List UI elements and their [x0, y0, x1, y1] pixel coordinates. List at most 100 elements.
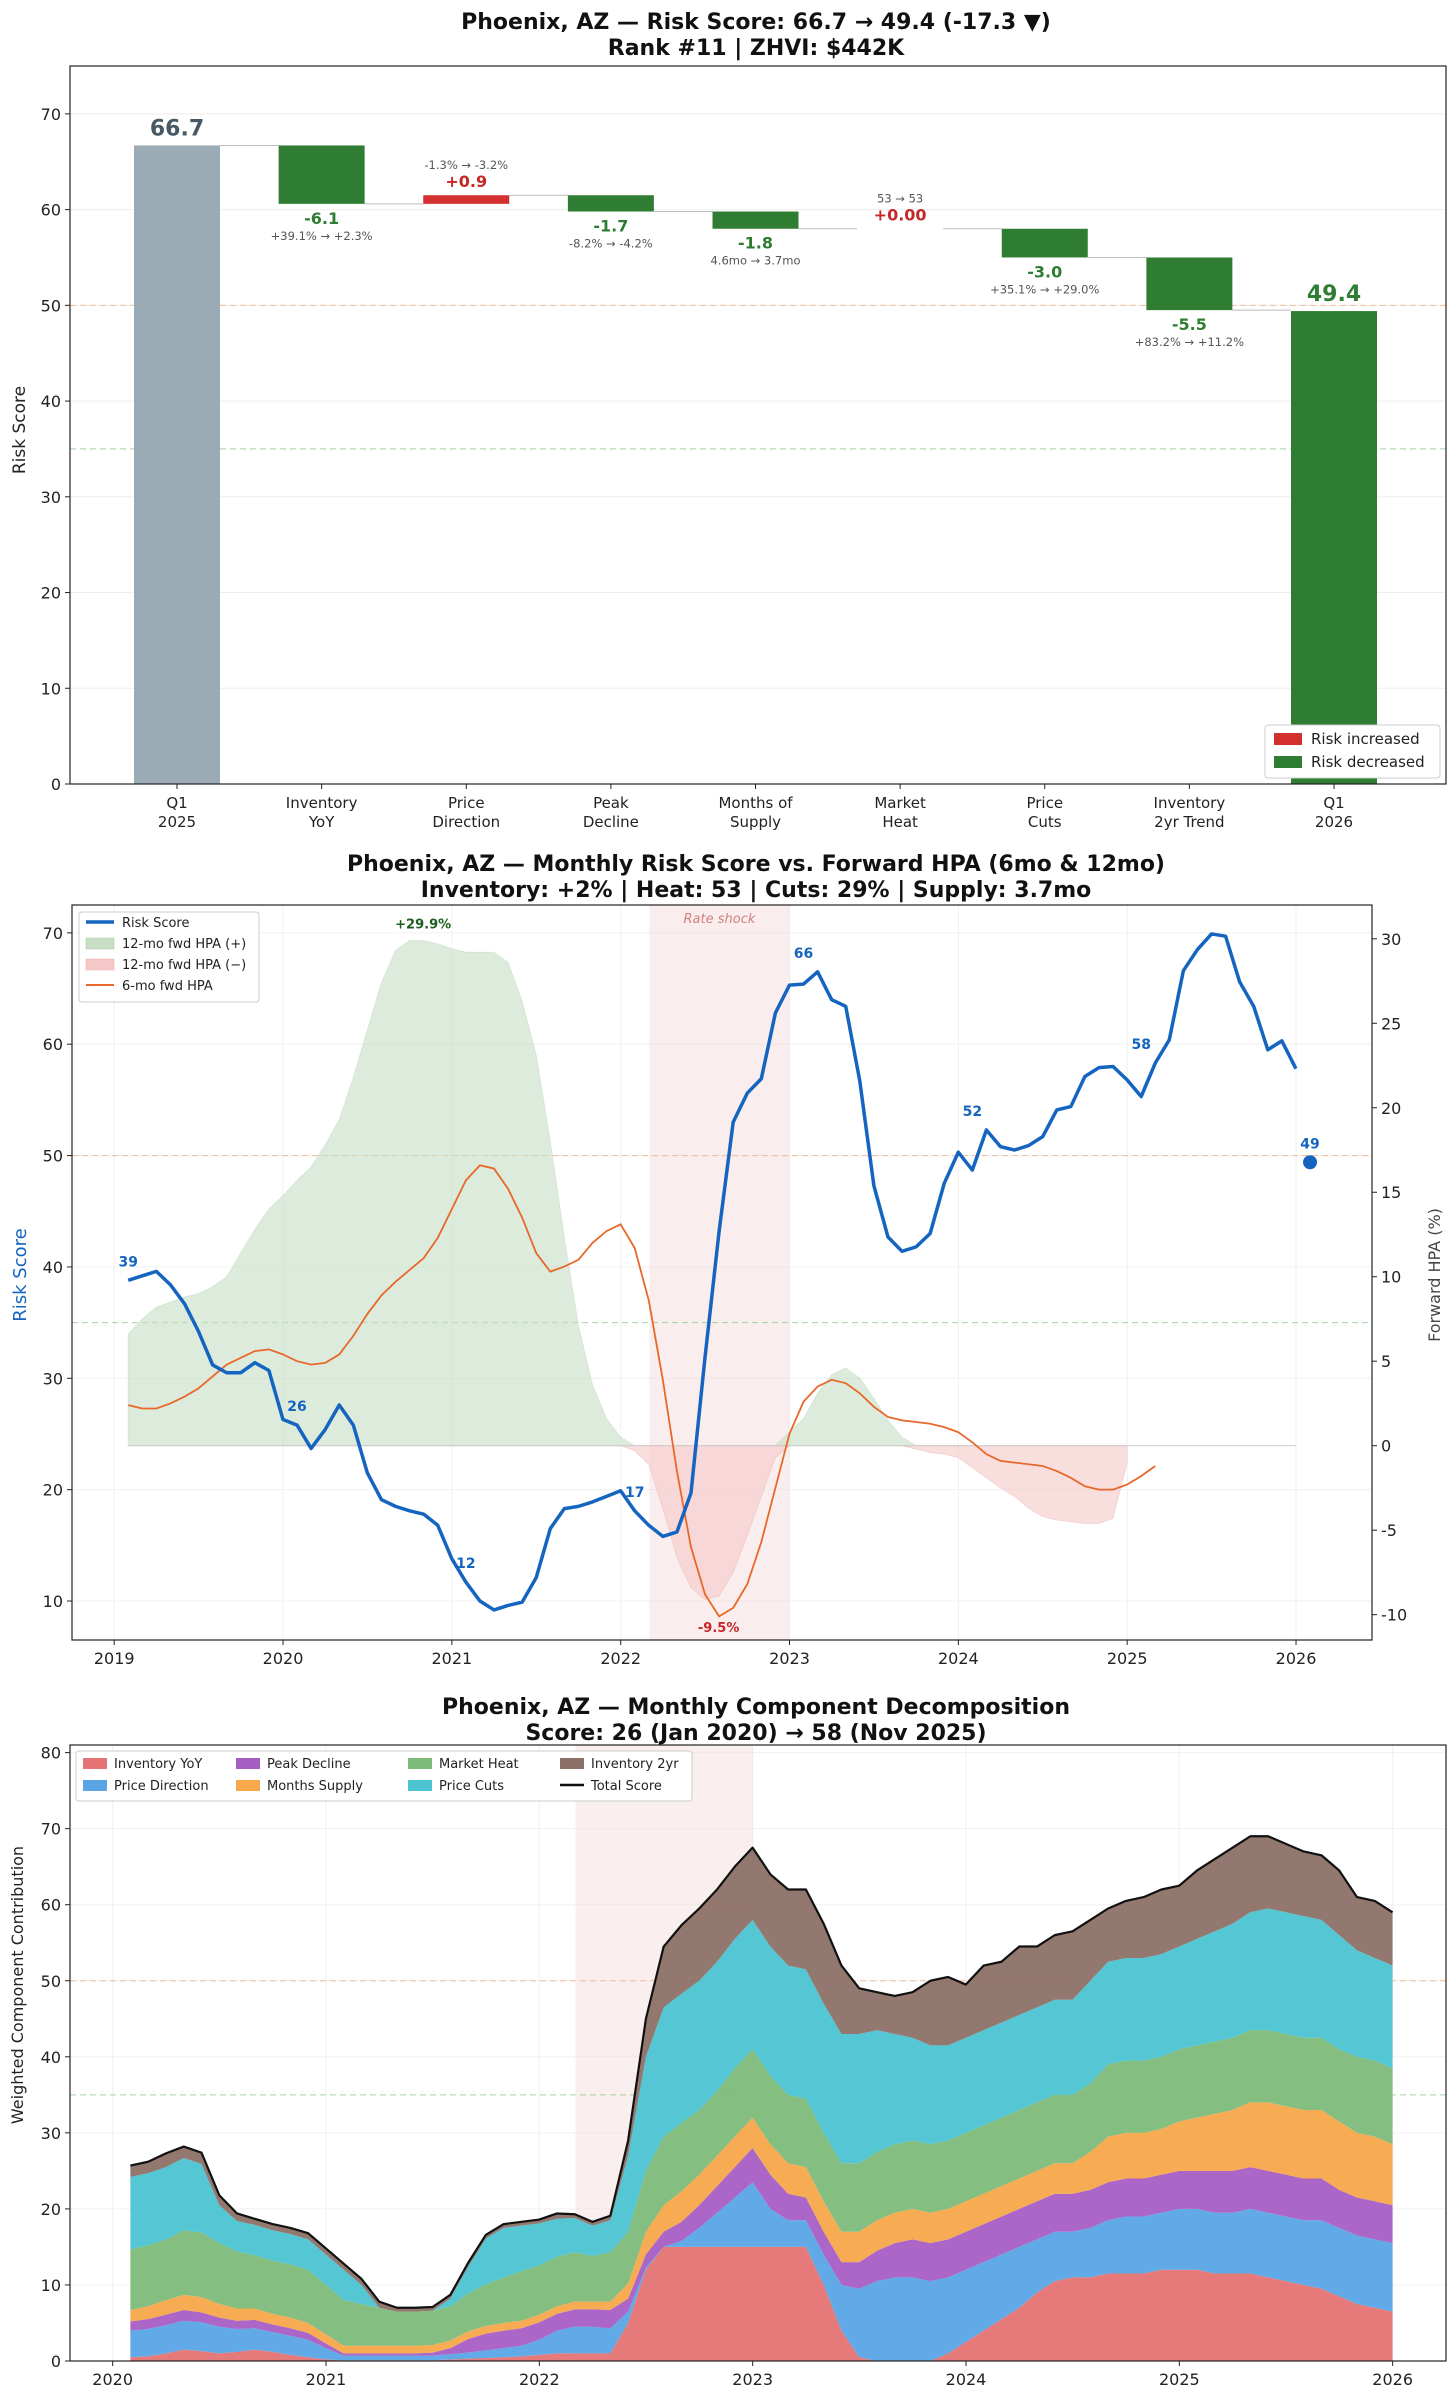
waterfall-value-label: -5.5 [1172, 315, 1207, 334]
waterfall-value-label: -1.8 [738, 234, 773, 253]
component-ylabel: Weighted Component Contribution [8, 1846, 27, 2124]
waterfall-bars: 66.7 -6.1+39.1% → +2.3% +0.9-1.3% → -3.2% -… [134, 116, 1377, 784]
waterfall-xtick-label: 2026 [1315, 813, 1353, 831]
component-xtick-label: 2023 [732, 2370, 773, 2389]
risk-hpa-xtick-label: 2024 [938, 1649, 979, 1668]
risk-hpa-xtick-label: 2019 [94, 1649, 135, 1668]
legend-label-price-direction: Price Direction [114, 1779, 209, 1794]
risk-hpa-ytick-left-label: 50 [43, 1147, 63, 1166]
component-title-line2: Score: 26 (Jan 2020) → 58 (Nov 2025) [525, 1721, 986, 1746]
waterfall-bar-step [278, 145, 365, 204]
waterfall-value-label: 49.4 [1307, 282, 1361, 307]
waterfall-ytick-label: 10 [41, 679, 61, 698]
waterfall-ytick-label: 60 [41, 201, 61, 220]
legend-swatch-hpa-neg [85, 958, 115, 971]
waterfall-ticks: 010203040506070Q12025InventoryYoYPriceDi… [41, 105, 1353, 831]
waterfall-detail-label: 53 → 53 [877, 192, 923, 206]
legend-swatch-inventory-yoy [83, 1758, 107, 1769]
legend-label-hpa-pos: 12-mo fwd HPA (+) [122, 937, 246, 952]
risk-hpa-xtick-label: 2025 [1107, 1649, 1148, 1668]
waterfall-detail-label: +83.2% → +11.2% [1135, 335, 1244, 349]
component-areas [130, 1835, 1394, 2361]
legend-label-price-cuts: Price Cuts [439, 1779, 504, 1794]
component-ytick-label: 10 [41, 2276, 61, 2295]
waterfall-xtick-label: Peak [593, 794, 629, 812]
risk-final-point [1303, 1155, 1318, 1170]
risk-value-label: 58 [1131, 1037, 1150, 1053]
waterfall-value-label: -6.1 [304, 209, 339, 228]
waterfall-detail-label: +35.1% → +29.0% [990, 282, 1099, 296]
component-ticks: 2020 2021 2022 2023 2024 2025 2026 0 10 20 30 40 50 6… [41, 1744, 1413, 2389]
waterfall-bar-step [712, 211, 799, 229]
waterfall-bar-start [134, 145, 220, 784]
component-area-price-cuts [130, 1908, 1393, 2312]
risk-vs-hpa-panel: Phoenix, AZ — Monthly Risk Score vs. For… [10, 852, 1444, 1668]
legend-label-increase: Risk increased [1311, 730, 1420, 748]
waterfall-title-line1: Phoenix, AZ — Risk Score: 66.7 → 49.4 (-… [461, 10, 1051, 35]
risk-value-label: 66 [794, 946, 813, 962]
waterfall-xtick-label: 2025 [158, 813, 196, 831]
risk-hpa-xtick-label: 2023 [769, 1649, 810, 1668]
risk-hpa-ytick-right-label: 25 [1381, 1014, 1401, 1033]
risk-hpa-ylabel-left: Risk Score [10, 1228, 31, 1321]
legend-swatch-decrease [1274, 756, 1302, 768]
component-xtick-label: 2025 [1159, 2370, 1200, 2389]
risk-hpa-ytick-right-label: -5 [1381, 1521, 1397, 1540]
waterfall-bar-step [423, 195, 510, 204]
waterfall-xtick-label: Price [448, 794, 485, 812]
risk-value-label: 26 [287, 1399, 306, 1415]
risk-hpa-ytick-right-label: 15 [1381, 1183, 1401, 1202]
risk-value-label: 49 [1300, 1136, 1319, 1152]
risk-hpa-ytick-left-label: 60 [43, 1035, 63, 1054]
component-area-months-supply [130, 2102, 1393, 2354]
component-area-peak-decline [130, 2148, 1393, 2356]
waterfall-detail-label: -8.2% → -4.2% [569, 237, 653, 251]
waterfall-legend: Risk increased Risk decreased [1264, 724, 1441, 779]
risk-hpa-ytick-right-label: -10 [1381, 1606, 1407, 1625]
total-score-line [130, 1835, 1394, 2309]
risk-hpa-axes-frame [71, 904, 1373, 1641]
risk-hpa-ytick-left-label: 70 [43, 924, 63, 943]
risk-hpa-ylabel-right: Forward HPA (%) [1425, 1208, 1444, 1342]
risk-value-label: 12 [456, 1556, 475, 1572]
waterfall-ylabel: Risk Score [10, 386, 30, 474]
component-ytick-label: 50 [41, 1972, 61, 1991]
waterfall-ytick-label: 20 [41, 584, 61, 603]
waterfall-xtick-label: Supply [730, 813, 781, 831]
risk-hpa-title-line1: Phoenix, AZ — Monthly Risk Score vs. For… [347, 852, 1165, 877]
risk-hpa-xtick-label: 2022 [600, 1649, 641, 1668]
waterfall-xtick-label: Q1 [166, 794, 187, 812]
waterfall-xtick-label: Months of [718, 794, 793, 812]
risk-hpa-ytick-right-label: 30 [1381, 930, 1401, 949]
risk-hpa-ytick-right-label: 10 [1381, 1268, 1401, 1287]
waterfall-bar-step [567, 195, 654, 212]
risk-hpa-xtick-label: 2026 [1276, 1649, 1317, 1668]
component-ytick-label: 0 [51, 2352, 61, 2371]
waterfall-xtick-label: Q1 [1323, 794, 1344, 812]
risk-hpa-ytick-left-label: 40 [43, 1258, 63, 1277]
waterfall-xtick-label: Market [874, 794, 926, 812]
risk-hpa-legend: Risk Score 12-mo fwd HPA (+) 12-mo fwd H… [78, 911, 260, 1003]
legend-label-market-heat: Market Heat [439, 1757, 519, 1772]
risk-score-line [127, 932, 1298, 1612]
waterfall-bar-step [1001, 228, 1088, 258]
legend-label-inventory-yoy: Inventory YoY [114, 1757, 202, 1772]
risk-hpa-ytick-right-label: 20 [1381, 1099, 1401, 1118]
hpa-extreme-label: +29.9% [395, 917, 451, 932]
legend-swatch-hpa-pos [85, 937, 115, 950]
legend-label-decrease: Risk decreased [1311, 753, 1425, 771]
rate-shock-label: Rate shock [684, 912, 756, 927]
risk-hpa-ytick-left-label: 30 [43, 1369, 63, 1388]
waterfall-ytick-label: 30 [41, 488, 61, 507]
legend-swatch-price-cuts [408, 1780, 432, 1791]
legend-swatch-price-direction [83, 1780, 107, 1791]
component-xtick-label: 2024 [946, 2370, 987, 2389]
waterfall-xtick-label: Decline [583, 813, 639, 831]
risk-value-label: 39 [118, 1254, 137, 1270]
waterfall-value-label: +0.9 [445, 172, 487, 191]
waterfall-value-label: +0.00 [874, 206, 927, 225]
component-xtick-label: 2021 [306, 2370, 347, 2389]
waterfall-value-label: -3.0 [1027, 262, 1062, 281]
legend-swatch-peak-decline [236, 1758, 260, 1769]
